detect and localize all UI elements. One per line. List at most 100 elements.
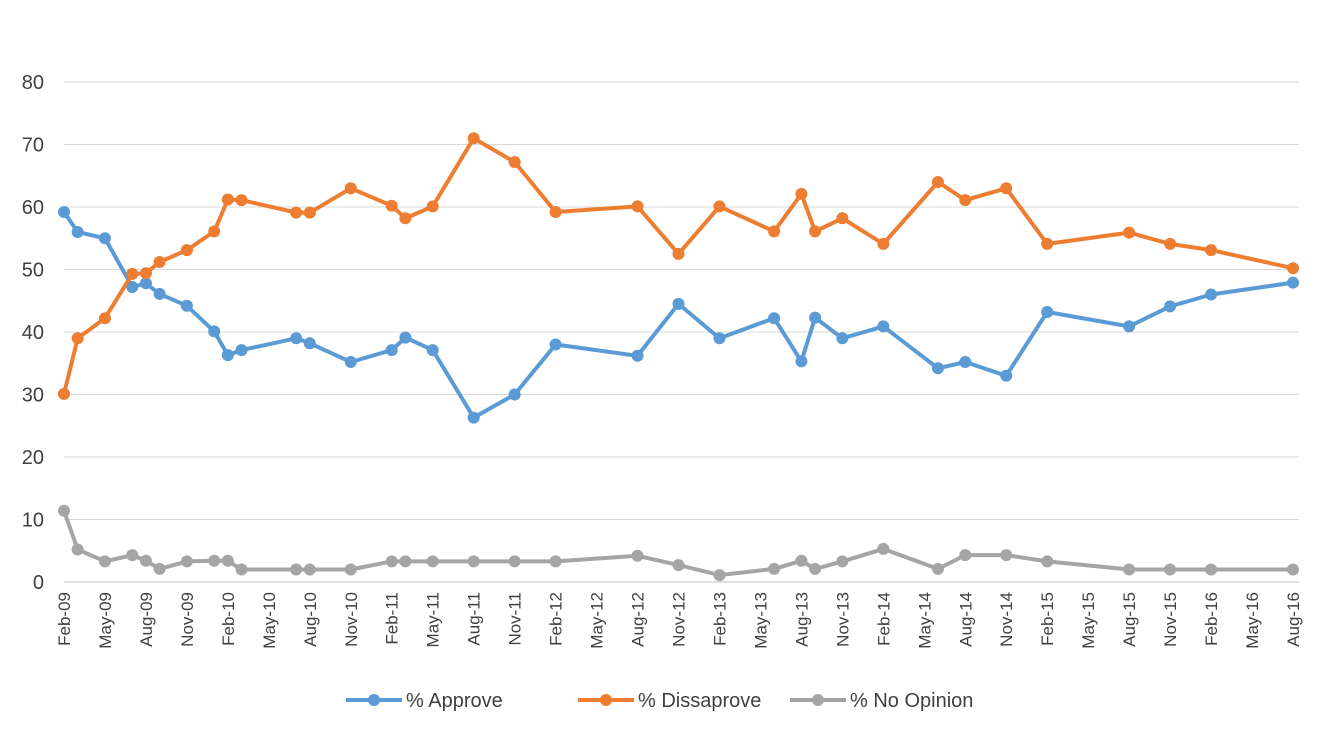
- data-point: [1164, 237, 1177, 250]
- data-point: [1000, 369, 1013, 382]
- data-point: [180, 299, 193, 312]
- x-tick-label: Aug-09: [137, 592, 156, 647]
- data-point: [180, 244, 193, 257]
- data-point: [1000, 549, 1013, 562]
- x-tick-label: Feb-11: [383, 592, 402, 645]
- x-tick-label: Aug-15: [1120, 592, 1139, 647]
- data-point: [126, 281, 139, 293]
- data-point: [809, 311, 822, 324]
- data-point: [877, 237, 890, 250]
- data-point: [1123, 563, 1136, 576]
- data-point: [809, 562, 822, 575]
- data-point: [71, 543, 84, 556]
- x-tick-label: Feb-09: [55, 592, 74, 646]
- legend-swatch-marker: [812, 694, 824, 706]
- data-point: [235, 344, 248, 357]
- y-axis: 0 10 20 30 40 50 60 70 80: [22, 72, 44, 594]
- data-point: [768, 312, 781, 325]
- gridlines: [64, 81, 1299, 583]
- x-tick-label: Nov-13: [833, 592, 852, 647]
- legend-swatch-marker: [600, 694, 612, 706]
- y-tick-label: 30: [22, 385, 44, 407]
- x-tick-label: Nov-11: [506, 592, 525, 646]
- x-axis: Feb-09 May-09 Aug-09 Nov-09 Feb-10 May-10 Aug-…: [55, 592, 1303, 649]
- x-tick-label: May-10: [260, 592, 279, 649]
- data-point: [221, 193, 234, 206]
- data-point: [208, 325, 221, 338]
- data-point: [1287, 262, 1299, 275]
- data-point: [549, 338, 562, 351]
- data-point: [221, 554, 234, 567]
- x-tick-label: May-12: [588, 592, 607, 649]
- x-tick-label: May-16: [1243, 592, 1262, 649]
- data-point: [1000, 182, 1013, 195]
- data-point: [208, 554, 221, 567]
- data-point: [959, 549, 972, 562]
- legend-item: % Approve: [346, 690, 503, 712]
- data-point: [508, 555, 521, 568]
- series-1: [58, 132, 1299, 400]
- legend-item: % Dissaprove: [578, 690, 761, 712]
- x-tick-label: Aug-16: [1284, 592, 1303, 647]
- data-point: [467, 411, 480, 424]
- data-point: [385, 344, 398, 357]
- x-tick-label: Aug-11: [465, 592, 484, 646]
- series-2: [58, 504, 1299, 582]
- data-point: [795, 355, 808, 368]
- data-point: [713, 332, 726, 345]
- data-point: [508, 388, 521, 401]
- x-tick-label: Nov-12: [670, 592, 689, 647]
- series-0: [58, 206, 1299, 424]
- data-point: [1205, 288, 1218, 301]
- data-point: [399, 555, 412, 568]
- data-point: [768, 225, 781, 238]
- data-point: [290, 563, 303, 576]
- data-point: [426, 344, 439, 357]
- x-tick-label: Aug-10: [301, 592, 320, 647]
- data-point: [467, 555, 480, 568]
- legend-label: % No Opinion: [850, 690, 973, 712]
- data-point: [713, 200, 726, 213]
- x-tick-label: Aug-13: [792, 592, 811, 647]
- series-line: [62, 210, 1294, 420]
- data-point: [58, 504, 70, 517]
- data-point: [290, 332, 303, 345]
- y-tick-label: 70: [22, 135, 44, 157]
- data-point: [98, 555, 111, 568]
- data-point: [58, 387, 70, 400]
- data-point: [126, 549, 139, 562]
- data-point: [126, 267, 139, 280]
- data-point: [508, 156, 521, 168]
- data-point: [344, 563, 357, 576]
- data-point: [1041, 237, 1054, 250]
- data-point: [303, 206, 316, 219]
- x-tick-label: Aug-14: [956, 592, 975, 647]
- data-point: [303, 563, 316, 576]
- series-line: [62, 136, 1294, 395]
- data-point: [344, 356, 357, 368]
- data-point: [399, 212, 412, 225]
- data-point: [290, 206, 303, 219]
- data-point: [139, 267, 152, 280]
- data-point: [877, 542, 890, 555]
- data-point: [208, 225, 221, 238]
- y-tick-label: 20: [22, 447, 44, 469]
- data-point: [385, 555, 398, 568]
- y-tick-label: 60: [22, 197, 44, 219]
- x-tick-label: May-14: [915, 592, 934, 649]
- legend-swatch-marker: [368, 694, 380, 706]
- data-point: [426, 555, 439, 568]
- data-point: [549, 206, 562, 218]
- x-tick-label: Feb-13: [710, 592, 729, 646]
- data-point: [1041, 306, 1054, 318]
- data-point: [1164, 300, 1177, 313]
- data-point: [98, 232, 111, 245]
- legend: % Approve % Dissaprove % No Opinion: [346, 690, 973, 712]
- y-tick-label: 50: [22, 260, 44, 282]
- data-point: [713, 569, 726, 582]
- y-tick-label: 10: [22, 510, 44, 532]
- x-tick-label: May-09: [96, 592, 115, 649]
- y-tick-label: 80: [22, 72, 44, 94]
